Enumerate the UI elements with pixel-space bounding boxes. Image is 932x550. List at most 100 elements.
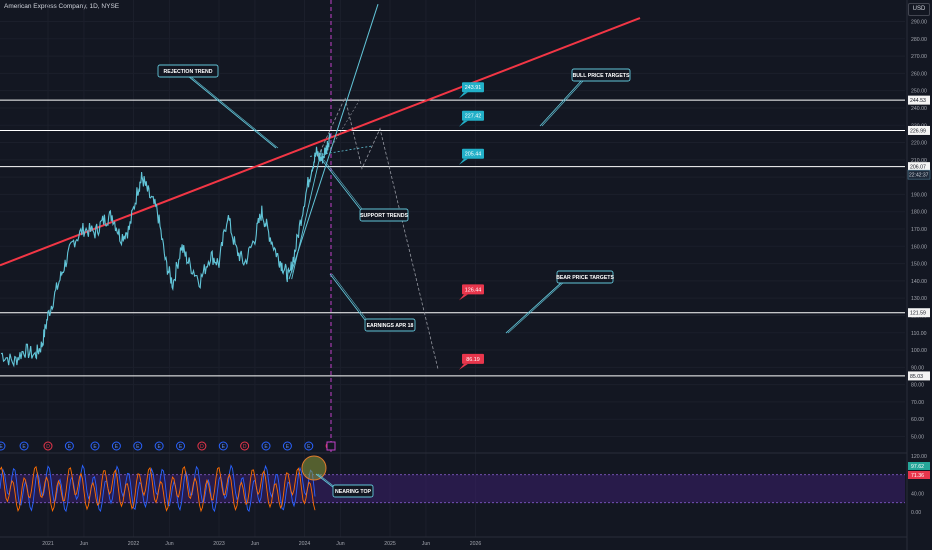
- y-tick-label: 90.00: [911, 365, 924, 371]
- x-tick-label: 2022: [128, 541, 140, 547]
- price-target-tag: [462, 82, 484, 93]
- annotation-leader-line: [539, 79, 583, 127]
- price-target-tag: [462, 353, 484, 364]
- x-tick-label: 2021: [42, 541, 54, 547]
- y-tick-label: 260.00: [911, 71, 927, 77]
- price-axis: 290.00280.00270.00260.00250.00240.00230.…: [906, 0, 931, 550]
- price-target-tag-pointer: [459, 158, 468, 165]
- y-tick-label: 60.00: [911, 417, 924, 423]
- annotation-leader-line: [331, 273, 371, 325]
- annotation-text: BULL PRICE TARGETS: [573, 73, 630, 79]
- earnings-marker: [0, 441, 6, 451]
- y-tick-label: 150.00: [911, 262, 927, 268]
- annotation-leader-line: [329, 273, 369, 325]
- earnings-marker-label: E: [157, 444, 161, 450]
- level-price-box: [908, 125, 930, 135]
- support-trend-line: [288, 4, 379, 280]
- price-line: [0, 133, 331, 368]
- level-price-label: 85.03: [910, 374, 923, 380]
- earnings-marker: [240, 441, 250, 451]
- earnings-marker-label: E: [0, 444, 3, 450]
- projection-paths: [317, 96, 439, 370]
- earnings-marker: [218, 441, 228, 451]
- annotation-box: [556, 270, 614, 284]
- y-tick-label: 50.00: [911, 435, 924, 441]
- y-tick-label: 190.00: [911, 192, 927, 198]
- y-tick-label: 130.00: [911, 296, 927, 302]
- level-price-box: [908, 162, 930, 172]
- grid-layer: [0, 0, 905, 537]
- annotation-leader-line: [189, 75, 279, 149]
- osc-tick-label: 0.00: [911, 510, 921, 516]
- y-tick-label: 250.00: [911, 89, 927, 95]
- earnings-marker: [154, 441, 164, 451]
- x-tick-label: 2026: [470, 541, 482, 547]
- earnings-marker-label: D: [200, 444, 204, 450]
- earnings-markers: EEDEEEEEEDEDEEED: [0, 441, 336, 451]
- earnings-marker: [90, 441, 100, 451]
- y-tick-label: 290.00: [911, 20, 927, 26]
- currency-button[interactable]: USD: [908, 3, 930, 16]
- x-tick-label: 2025: [384, 541, 396, 547]
- earnings-marker: [282, 441, 292, 451]
- x-tick-label: Jun: [422, 541, 430, 547]
- price-target-tag-pointer: [459, 120, 468, 127]
- earnings-marker-label: E: [115, 444, 119, 450]
- annotation-box: [571, 68, 631, 82]
- y-tick-label: 70.00: [911, 400, 924, 406]
- y-tick-label: 180.00: [911, 210, 927, 216]
- earnings-marker-label: E: [264, 444, 268, 450]
- earnings-marker: [111, 441, 121, 451]
- price-target-label: 86.19: [466, 357, 480, 363]
- earnings-upcoming-marker: [326, 441, 336, 451]
- annotations: REJECTION TREND BULL PRICE TARGETS SUPPORT…: [157, 64, 631, 498]
- annotation-text: NEARING TOP: [335, 489, 371, 495]
- level-price-label: 121.59: [910, 311, 926, 317]
- price-target-tag-pointer: [459, 294, 468, 301]
- time-axis: 2021 Jun 2022 Jun 2023 Jun 2024 Jun 2025 Jun 2026: [0, 536, 907, 547]
- y-tick-label: 140.00: [911, 279, 927, 285]
- projection-path: [329, 99, 361, 150]
- earnings-marker: [197, 441, 207, 451]
- countdown-label: 22:42:37: [909, 173, 929, 179]
- osc-readout-box: [908, 462, 930, 470]
- price-line-layer: [0, 133, 331, 368]
- y-tick-label: 100.00: [911, 348, 927, 354]
- annotation-text: BEAR PRICE TARGETS: [556, 275, 614, 281]
- y-tick-label: 80.00: [911, 383, 924, 389]
- price-target-label: 205.44: [465, 152, 482, 158]
- price-target-tag: [462, 284, 484, 295]
- level-price-label: 244.53: [910, 98, 926, 104]
- y-tick-label: 220.00: [911, 141, 927, 147]
- earnings-marker: [261, 441, 271, 451]
- earnings-marker-label: E: [22, 444, 26, 450]
- projection-path: [317, 96, 439, 370]
- earnings-marker-label: E: [286, 444, 290, 450]
- chart-title: American Express Company, 1D, NYSE: [4, 3, 120, 10]
- earnings-marker-label: D: [46, 444, 50, 450]
- support-trend-line: [309, 145, 373, 157]
- price-target-label: 126.44: [465, 287, 482, 293]
- y-tick-label: 210.00: [911, 158, 927, 164]
- earnings-marker-label: E: [307, 444, 311, 450]
- annotation-leader-line: [321, 159, 365, 215]
- level-price-box: [908, 371, 930, 381]
- annotation-leader-line: [507, 281, 565, 334]
- annotation-box: [332, 484, 374, 498]
- rejection-trend-line: [0, 17, 641, 267]
- x-tick-label: 2024: [299, 541, 311, 547]
- annotation-leader-line: [187, 75, 277, 149]
- y-tick-label: 270.00: [911, 54, 927, 60]
- x-tick-label: Jun: [251, 541, 259, 547]
- annotation-leader-line: [505, 281, 563, 334]
- price-target-tag-pointer: [459, 363, 468, 370]
- annotation-text: EARNINGS APR 18: [367, 323, 414, 329]
- nearing-top-highlight: [301, 455, 327, 481]
- annotation-box: [359, 208, 409, 222]
- earnings-marker-label: E: [93, 444, 97, 450]
- earnings-marker-label: E: [179, 444, 183, 450]
- annotation-leader-line: [323, 159, 367, 215]
- earnings-marker: [176, 441, 186, 451]
